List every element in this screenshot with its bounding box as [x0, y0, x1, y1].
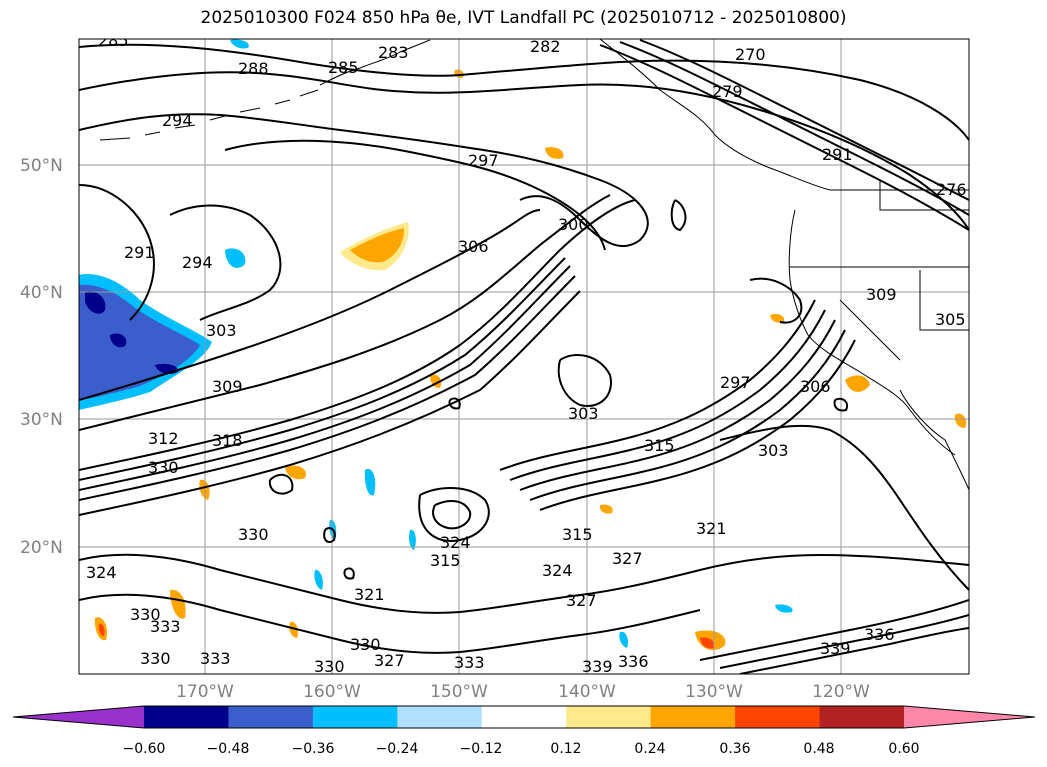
- colorbar-segment: [735, 706, 821, 728]
- contour-label: 333: [454, 653, 485, 672]
- colorbar-segment: [566, 706, 652, 728]
- colorbar-segment: [397, 706, 483, 728]
- contour-label: 303: [758, 441, 789, 460]
- contour-label: 276: [936, 180, 967, 199]
- contour-label: 315: [430, 551, 461, 570]
- contour-label: 309: [866, 285, 897, 304]
- ivt-positive-shading: [94, 69, 967, 651]
- contour-label: 324: [86, 563, 117, 582]
- contour-label: 291: [124, 243, 155, 262]
- contour-label: 330: [140, 649, 171, 668]
- colorbar-tick-label: −0.24: [376, 741, 419, 757]
- contour-label: 294: [182, 253, 213, 272]
- latitude-labels: 50°N 40°N 30°N 20°N: [20, 156, 63, 558]
- lat-label: 20°N: [20, 538, 63, 558]
- contour-label: 315: [644, 436, 675, 455]
- contour-label: 330: [314, 657, 345, 676]
- contour-label: 270: [735, 45, 766, 64]
- longitude-labels: 170°W 160°W 150°W 140°W 130°W 120°W: [176, 682, 870, 702]
- contour-label: 321: [696, 519, 727, 538]
- lon-label: 130°W: [685, 682, 743, 702]
- contour-label: 303: [568, 404, 599, 423]
- contour-label: 305: [935, 310, 966, 329]
- lon-label: 170°W: [176, 682, 234, 702]
- coastlines: [99, 39, 969, 491]
- contour-label: 306: [800, 377, 831, 396]
- contour-label: 283: [378, 43, 409, 62]
- colorbar-tick-label: 0.48: [803, 741, 834, 757]
- lon-label: 150°W: [430, 682, 488, 702]
- contour-label: 327: [374, 651, 405, 670]
- colorbar-tick-label: 0.24: [634, 741, 665, 757]
- chart-title: 2025010300 F024 850 hPa θe, IVT Landfall…: [200, 8, 847, 28]
- lat-label: 50°N: [20, 156, 63, 176]
- colorbar-tick-label: 0.60: [888, 741, 919, 757]
- contour-label: 333: [150, 617, 181, 636]
- colorbar-tick-labels: −0.60 −0.48 −0.36 −0.24 −0.12 0.12 0.24 …: [123, 741, 920, 757]
- map-plot-area: 285 283 282 270 288 285 279 294 297 291 …: [79, 31, 969, 676]
- colorbar-segment: [144, 706, 229, 728]
- lon-label: 140°W: [558, 682, 616, 702]
- lon-label: 160°W: [303, 682, 361, 702]
- contour-label: 318: [212, 431, 243, 450]
- lat-label: 40°N: [20, 283, 63, 303]
- colorbar-segments: [12, 705, 1036, 729]
- contour-label: 279: [712, 82, 743, 101]
- colorbar: −0.60 −0.48 −0.36 −0.24 −0.12 0.12 0.24 …: [12, 705, 1036, 757]
- contour-label: 330: [130, 605, 161, 624]
- map-frame: [78, 38, 970, 675]
- contour-label: 303: [206, 321, 237, 340]
- colorbar-segment: [228, 706, 314, 728]
- contour-label: 330: [238, 525, 269, 544]
- lat-label: 30°N: [20, 410, 63, 430]
- contour-label: 297: [720, 373, 751, 392]
- contour-label: 330: [350, 635, 381, 654]
- colorbar-tick-label: 0.36: [719, 741, 750, 757]
- lon-label: 120°W: [812, 682, 870, 702]
- contour-label: 339: [820, 639, 851, 658]
- contour-label: 336: [864, 625, 895, 644]
- contour-label: 306: [458, 237, 489, 256]
- colorbar-extend-min: [13, 706, 144, 728]
- contour-label: 291: [822, 145, 853, 164]
- contour-label: 330: [148, 458, 179, 477]
- contour-label: 327: [566, 591, 597, 610]
- map-gridlines: [79, 39, 969, 674]
- contour-label: 324: [440, 533, 471, 552]
- contour-label: 327: [612, 549, 643, 568]
- contour-label: 333: [200, 649, 231, 668]
- contour-label: 312: [148, 429, 179, 448]
- colorbar-tick-label: −0.48: [207, 741, 250, 757]
- colorbar-tick-label: −0.60: [123, 741, 166, 757]
- contour-label: 285: [328, 58, 359, 77]
- contour-label: 324: [542, 561, 573, 580]
- colorbar-tick-label: 0.12: [550, 741, 581, 757]
- colorbar-segment: [819, 706, 905, 728]
- contour-label: 321: [354, 585, 385, 604]
- colorbar-segment: [650, 706, 736, 728]
- colorbar-tick-label: −0.12: [460, 741, 503, 757]
- colorbar-segment: [312, 706, 398, 728]
- colorbar-segment: [481, 706, 567, 728]
- contour-label: 288: [238, 59, 269, 78]
- contour-minor-features: [268, 397, 848, 580]
- contour-label: 339: [582, 657, 613, 676]
- contour-label: 336: [618, 652, 649, 671]
- contour-label: 315: [562, 525, 593, 544]
- colorbar-tick-label: −0.36: [292, 741, 335, 757]
- contour-label: 309: [212, 377, 243, 396]
- contour-label: 294: [162, 111, 193, 130]
- contour-label: 285: [98, 31, 129, 50]
- contour-label: 297: [468, 151, 499, 170]
- contour-label: 300: [558, 215, 589, 234]
- contour-label: 282: [530, 37, 561, 56]
- colorbar-extend-max: [904, 706, 1035, 728]
- theta-e-contours: [79, 39, 969, 674]
- colorbar-outline: [12, 705, 1036, 729]
- contour-labels: 285 283 282 270 288 285 279 294 297 291 …: [86, 31, 967, 676]
